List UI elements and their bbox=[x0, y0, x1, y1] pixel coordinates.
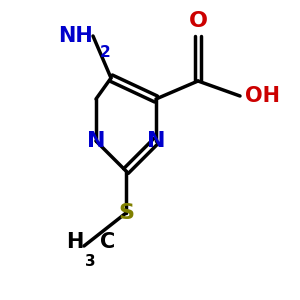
Text: S: S bbox=[118, 203, 134, 223]
Text: 3: 3 bbox=[85, 254, 96, 268]
Text: N: N bbox=[87, 131, 105, 151]
Text: NH: NH bbox=[58, 26, 93, 46]
Text: 2: 2 bbox=[100, 45, 110, 60]
Text: OH: OH bbox=[244, 86, 280, 106]
Text: H: H bbox=[67, 232, 84, 251]
Text: O: O bbox=[188, 11, 208, 32]
Text: N: N bbox=[147, 131, 165, 151]
Text: C: C bbox=[100, 232, 116, 251]
